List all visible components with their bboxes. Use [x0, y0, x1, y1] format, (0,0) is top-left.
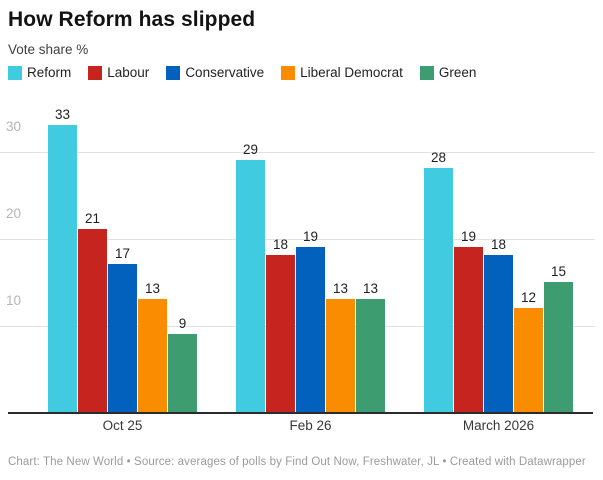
bar-reform-march-2026[interactable] — [424, 168, 453, 412]
bar-wrap: 13 — [326, 281, 355, 412]
legend-swatch-liberal-democrat — [281, 65, 296, 80]
legend-swatch-reform — [8, 65, 22, 80]
bar-group-march-2026: 28 19 18 12 15 — [424, 150, 573, 412]
bar-wrap: 33 — [48, 107, 77, 412]
x-axis-label-march-2026: March 2026 — [462, 418, 535, 433]
plot-area: 10 20 30 33 21 17 13 9 29 18 19 13 13 28 19 18 12 15 — [0, 100, 595, 414]
bar-value-label: 12 — [520, 289, 537, 305]
bar-wrap: 18 — [266, 237, 295, 412]
bar-value-label: 17 — [114, 246, 131, 262]
bar-value-label: 33 — [54, 106, 71, 122]
legend: Reform Labour Conservative Liberal Democrat… — [8, 65, 476, 80]
bar-wrap: 13 — [138, 281, 167, 412]
bar-wrap: 29 — [236, 142, 265, 412]
bar-wrap: 21 — [78, 211, 107, 412]
bar-value-label: 13 — [362, 280, 379, 296]
gridline-30 — [0, 152, 595, 153]
bar-conservative-feb-26[interactable] — [296, 246, 325, 412]
bar-green-feb-26[interactable] — [356, 298, 385, 412]
bar-green-march-2026[interactable] — [544, 281, 573, 412]
bar-group-oct-25: 33 21 17 13 9 — [48, 107, 197, 412]
bar-wrap: 15 — [544, 263, 573, 412]
bar-labour-oct-25[interactable] — [78, 229, 107, 412]
bar-reform-feb-26[interactable] — [236, 159, 265, 412]
legend-swatch-conservative — [166, 65, 181, 80]
legend-item-liberal-democrat: Liberal Democrat — [281, 65, 403, 80]
bar-liberal-democrat-march-2026[interactable] — [514, 307, 543, 412]
bar-wrap: 18 — [484, 237, 513, 412]
bar-reform-oct-25[interactable] — [48, 124, 77, 412]
x-axis-label-oct-25: Oct 25 — [102, 418, 143, 433]
legend-swatch-green — [419, 65, 434, 80]
bar-labour-feb-26[interactable] — [266, 255, 295, 412]
bar-value-label: 19 — [302, 228, 319, 244]
bar-value-label: 13 — [144, 280, 161, 296]
bar-wrap: 19 — [296, 229, 325, 412]
chart-title: How Reform has slipped — [8, 8, 256, 31]
legend-label: Labour — [107, 65, 150, 80]
bar-value-label: 19 — [460, 228, 477, 244]
legend-item-labour: Labour — [88, 65, 149, 80]
bar-wrap: 28 — [424, 150, 453, 412]
chart-subtitle: Vote share % — [8, 42, 89, 57]
bar-labour-march-2026[interactable] — [454, 246, 483, 412]
bar-liberal-democrat-oct-25[interactable] — [138, 298, 167, 412]
bar-liberal-democrat-feb-26[interactable] — [326, 298, 355, 412]
legend-label: Reform — [27, 65, 72, 80]
bar-value-label: 18 — [272, 237, 289, 253]
bar-wrap: 12 — [514, 290, 543, 412]
bar-wrap: 13 — [356, 281, 385, 412]
bar-green-oct-25[interactable] — [168, 333, 197, 412]
x-axis-labels: Oct 25 Feb 26 March 2026 — [0, 418, 595, 438]
bar-value-label: 29 — [242, 141, 259, 157]
legend-item-reform: Reform — [8, 65, 71, 80]
bar-wrap: 9 — [168, 316, 197, 412]
y-tick-label-30: 30 — [6, 119, 22, 134]
bar-conservative-march-2026[interactable] — [484, 255, 513, 412]
bar-value-label: 28 — [430, 150, 447, 166]
legend-item-conservative: Conservative — [166, 65, 264, 80]
legend-label: Conservative — [185, 65, 265, 80]
x-axis-label-feb-26: Feb 26 — [289, 418, 332, 433]
y-tick-label-10: 10 — [6, 293, 22, 308]
bar-wrap: 17 — [108, 246, 137, 412]
legend-swatch-labour — [88, 65, 103, 80]
bar-value-label: 18 — [490, 237, 507, 253]
bar-wrap: 19 — [454, 229, 483, 412]
bar-value-label: 15 — [550, 263, 567, 279]
y-tick-label-20: 20 — [6, 206, 22, 221]
bar-group-feb-26: 29 18 19 13 13 — [236, 142, 385, 412]
bar-value-label: 21 — [84, 211, 101, 227]
legend-label: Green — [438, 65, 477, 80]
bar-value-label: 13 — [332, 280, 349, 296]
gridline-20 — [0, 239, 595, 240]
legend-label: Liberal Democrat — [300, 65, 403, 80]
bar-conservative-oct-25[interactable] — [108, 264, 137, 412]
attribution-footer: Chart: The New World • Source: averages … — [8, 456, 586, 468]
bar-value-label: 9 — [178, 315, 187, 331]
legend-item-green: Green — [419, 65, 477, 80]
x-axis-baseline — [8, 412, 593, 414]
